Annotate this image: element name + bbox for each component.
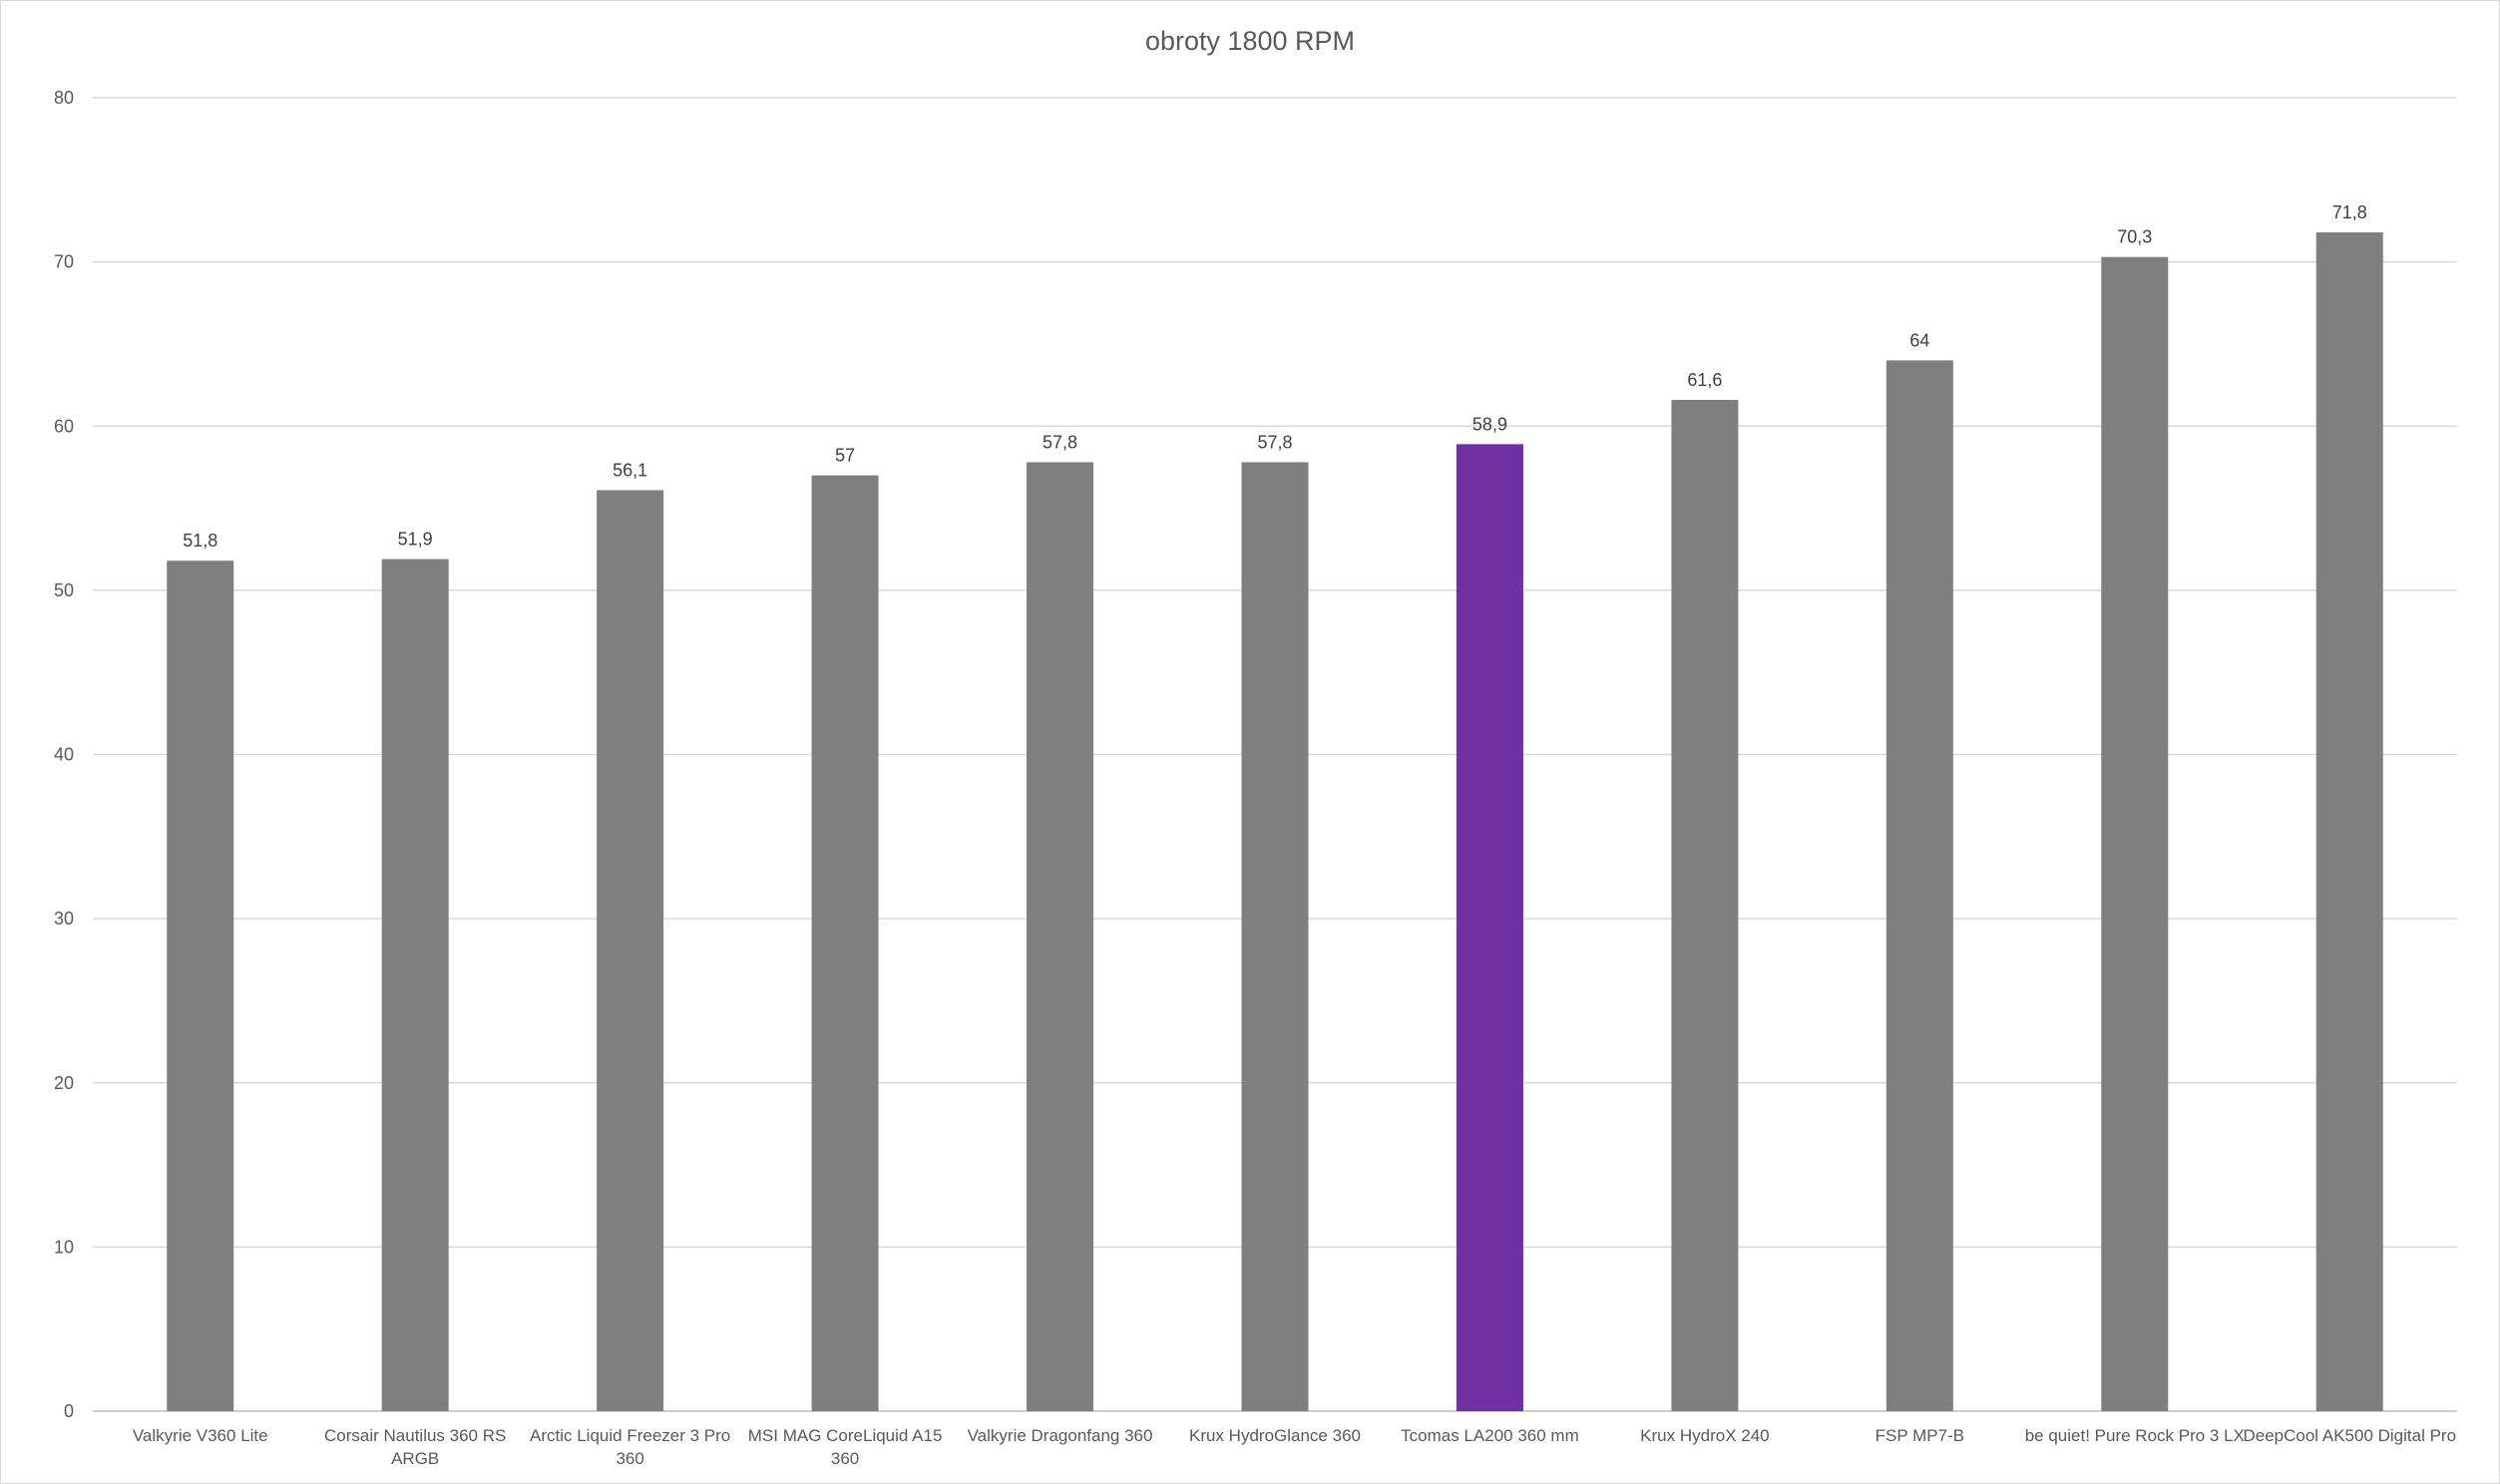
category-label: Valkyrie V360 Lite bbox=[133, 1426, 268, 1445]
data-label: 56,1 bbox=[613, 460, 647, 480]
bar bbox=[1885, 360, 1953, 1411]
category-label: be quiet! Pure Rock Pro 3 LX bbox=[2025, 1426, 2245, 1445]
y-axis-tick-labels: 0 10 20 30 40 50 60 70 80 bbox=[54, 88, 74, 1421]
category-label: Arctic Liquid Freezer 3 Pro 360 bbox=[530, 1426, 730, 1468]
chart-title: obroty 1800 RPM bbox=[1144, 26, 1356, 56]
bar bbox=[1456, 444, 1523, 1411]
bar bbox=[1671, 399, 1739, 1411]
x-axis-category-labels: Valkyrie V360 Lite Corsair Nautilus 360 R… bbox=[133, 1426, 2456, 1468]
category-label: Valkyrie Dragonfang 360 bbox=[968, 1426, 1153, 1445]
data-label: 70,3 bbox=[2117, 227, 2152, 247]
y-tick-label: 80 bbox=[54, 88, 74, 108]
y-tick-label: 60 bbox=[54, 416, 74, 436]
bar bbox=[1241, 462, 1309, 1411]
y-tick-label: 0 bbox=[64, 1401, 74, 1421]
data-labels: 51,8 51,9 56,1 57 57,8 57,8 58,9 61,6 64 70,3 71,8 bbox=[183, 202, 2367, 551]
data-label: 61,6 bbox=[1687, 370, 1722, 390]
bar bbox=[597, 490, 664, 1411]
bar bbox=[381, 558, 449, 1411]
data-label: 64 bbox=[1909, 330, 1929, 350]
y-tick-label: 70 bbox=[54, 252, 74, 272]
y-tick-label: 30 bbox=[54, 909, 74, 928]
data-label: 51,8 bbox=[183, 531, 217, 551]
y-tick-label: 10 bbox=[54, 1237, 74, 1257]
data-label: 57,8 bbox=[1042, 432, 1077, 452]
data-label: 71,8 bbox=[2332, 202, 2367, 222]
y-tick-label: 40 bbox=[54, 745, 74, 765]
bar bbox=[2315, 231, 2383, 1412]
category-label: Corsair Nautilus 360 RS ARGB bbox=[324, 1426, 506, 1468]
category-label: DeepCool AK500 Digital Pro bbox=[2243, 1426, 2456, 1445]
data-label: 57 bbox=[835, 446, 855, 466]
bars bbox=[167, 231, 2383, 1412]
y-tick-label: 50 bbox=[54, 580, 74, 600]
category-label: Krux HydroX 240 bbox=[1640, 1426, 1769, 1445]
data-label: 51,9 bbox=[398, 530, 433, 550]
category-label: MSI MAG CoreLiquid A15 360 bbox=[748, 1426, 943, 1468]
bar bbox=[811, 475, 879, 1411]
category-label: Krux HydroGlance 360 bbox=[1189, 1426, 1361, 1445]
data-label: 58,9 bbox=[1472, 414, 1507, 434]
bar bbox=[2101, 256, 2169, 1411]
bar bbox=[167, 560, 234, 1411]
data-label: 57,8 bbox=[1257, 432, 1292, 452]
category-label: Tcomas LA200 360 mm bbox=[1401, 1426, 1579, 1445]
category-label: FSP MP7-B bbox=[1875, 1426, 1964, 1445]
bar bbox=[1027, 462, 1094, 1411]
y-tick-label: 20 bbox=[54, 1073, 74, 1093]
